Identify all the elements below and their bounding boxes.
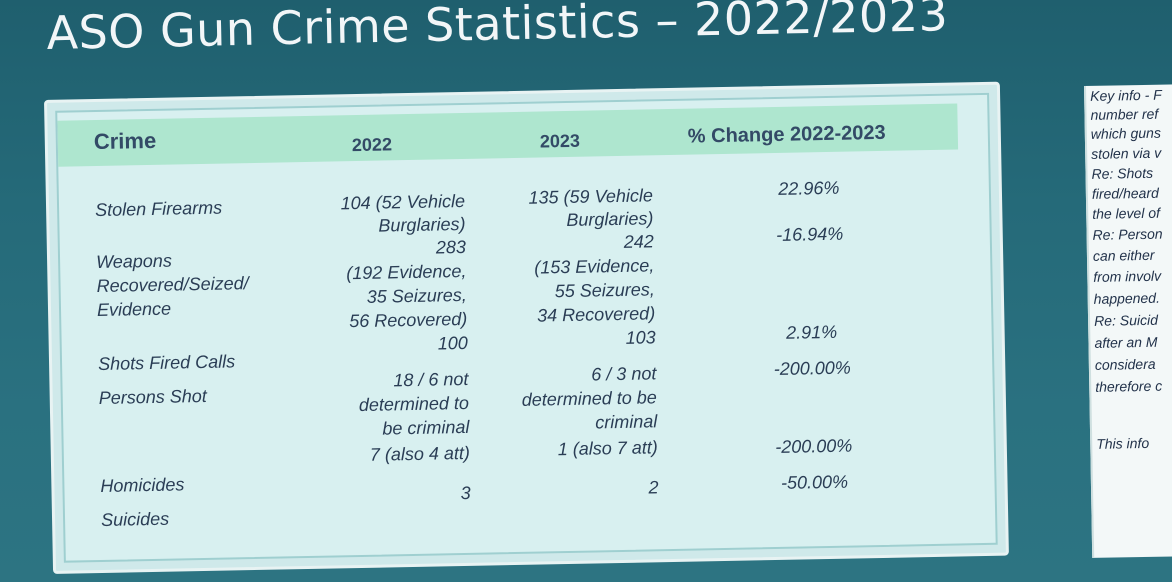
row-weapons-2022-line2: (192 Evidence, (346, 260, 467, 284)
side-note-panel: Key info - F number ref which guns stole… (1084, 84, 1172, 558)
row-shots-2023: 103 (625, 327, 656, 348)
row-suicides-2022: 3 (460, 482, 471, 504)
header-2022: 2022 (351, 134, 393, 156)
side-note-line: Re: Shots (1091, 164, 1154, 182)
row-weapons-crime-line3: Evidence (96, 298, 172, 321)
row-suicides-change: -50.00% (780, 471, 849, 493)
side-note-line: Key info - F (1090, 86, 1162, 104)
row-persons-crime: Persons Shot (98, 385, 207, 409)
side-note-line: number ref (1090, 105, 1159, 123)
row-homicides-2023: 1 (also 7 att) (557, 437, 658, 460)
row-weapons-2022-line1: 283 (435, 236, 467, 258)
side-note-line: considera (1094, 355, 1156, 373)
row-weapons-crime-line2: Recovered/Seized/ (96, 273, 249, 297)
slide-title: ASO Gun Crime Statistics – 2022/2023 (46, 0, 949, 60)
row-stolen-change: 22.96% (778, 177, 840, 199)
row-weapons-2023-line2: (153 Evidence, (534, 255, 655, 278)
side-note-line: Re: Person (1092, 225, 1163, 243)
header-crime: Crime (93, 127, 157, 155)
row-weapons-crime-line1: Weapons (95, 250, 173, 273)
row-persons-2022-line3: be criminal (382, 416, 470, 439)
row-weapons-2023-line4: 34 Recovered) (536, 303, 656, 326)
header-change: % Change 2022-2023 (687, 121, 886, 148)
row-homicides-crime: Homicides (100, 474, 185, 496)
row-suicides-crime: Suicides (100, 508, 170, 530)
row-homicides-change: -200.00% (775, 435, 853, 458)
side-note-line: fired/heard (1091, 184, 1159, 202)
side-note-line: the level of (1092, 204, 1161, 222)
row-stolen-crime: Stolen Firearms (94, 197, 223, 221)
side-note-line: after an M (1094, 333, 1158, 351)
row-weapons-2022-line3: 35 Seizures, (366, 284, 468, 307)
row-shots-crime: Shots Fired Calls (97, 351, 236, 375)
row-persons-2023-line2: determined to be (521, 387, 658, 410)
side-note-line: therefore c (1095, 377, 1163, 395)
side-note-line: which guns (1090, 124, 1162, 142)
header-2023: 2023 (539, 130, 581, 152)
row-weapons-2022-line4: 56 Recovered) (349, 308, 468, 332)
row-persons-2023-line3: criminal (595, 411, 658, 433)
side-note-line: Re: Suicid (1093, 311, 1159, 329)
row-suicides-2023: 2 (648, 477, 659, 498)
row-persons-2023-line1: 6 / 3 not (591, 363, 657, 385)
side-note-line: from involv (1093, 267, 1162, 285)
side-note-line: This info (1096, 434, 1150, 452)
row-persons-2022-line1: 18 / 6 not (393, 368, 469, 391)
row-persons-2022-line2: determined to (358, 392, 470, 416)
row-weapons-change: -16.94% (776, 223, 844, 245)
row-weapons-2023-line3: 55 Seizures, (554, 279, 655, 302)
row-weapons-2023-line1: 242 (623, 231, 655, 252)
side-note-line: stolen via v (1091, 144, 1162, 162)
stats-table: Crime 2022 2023 % Change 2022-2023 Stole… (44, 81, 1009, 574)
side-note-line: can either (1092, 246, 1155, 264)
row-shots-change: 2.91% (785, 321, 838, 343)
row-homicides-2022: 7 (also 4 att) (369, 442, 471, 465)
row-persons-change: -200.00% (773, 357, 852, 380)
side-note-line: happened. (1093, 289, 1161, 307)
row-shots-2022: 100 (437, 332, 468, 354)
